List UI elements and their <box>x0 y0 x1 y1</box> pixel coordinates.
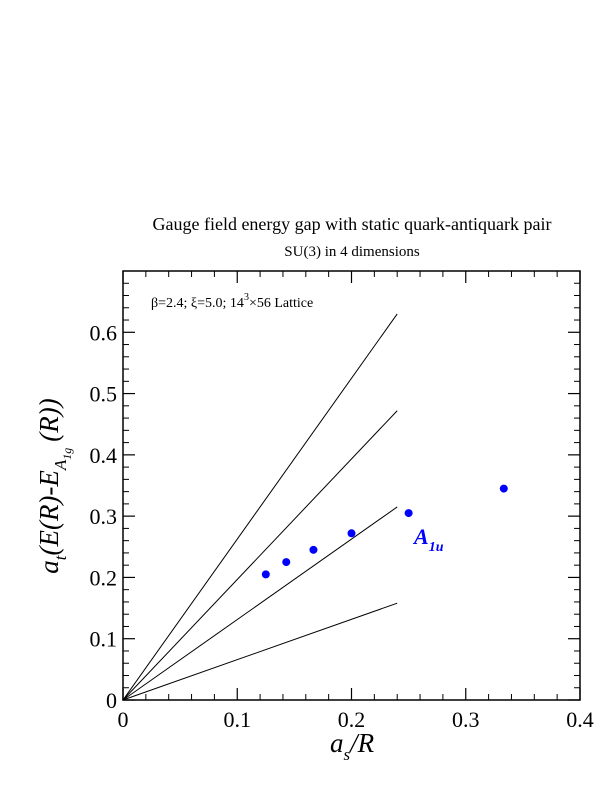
x-axis-label-main: a <box>330 728 344 758</box>
x-tick-label: 0.4 <box>566 707 594 732</box>
x-axis-label-rest: /R <box>348 728 375 758</box>
reference-lines <box>122 313 398 701</box>
y-tick-label: 0.1 <box>90 627 118 652</box>
y-tick-label: 0 <box>106 688 117 713</box>
lattice-annotation: β=2.4; ξ=5.0; 143×56 Lattice <box>151 292 313 311</box>
data-point <box>261 570 270 579</box>
y-axis-label: at(E(R)-EA1g (R)) <box>34 398 74 574</box>
y-axis-label-main: a <box>34 560 64 574</box>
reference-line <box>122 313 398 701</box>
y-tick-label: 0.6 <box>90 320 118 345</box>
y-tick-label: 0.5 <box>90 382 118 407</box>
axis-ticks <box>122 271 581 701</box>
data-point <box>499 484 508 493</box>
axis-tick-labels: 0 0.1 0.2 0.3 0.4 0 0.1 0.2 0.3 0.4 0.5 0.6 <box>90 320 594 732</box>
series-label-sub: 1u <box>429 540 444 555</box>
chart-subtitle: SU(3) in 4 dimensions <box>284 244 420 260</box>
x-tick-label: 0.3 <box>452 707 480 732</box>
data-point <box>347 529 356 538</box>
reference-line <box>122 410 398 701</box>
y-axis-label-sub2: A <box>51 459 70 471</box>
chart-title: Gauge field energy gap with static quark… <box>152 214 551 234</box>
lattice-annotation-sup: 3 <box>244 292 249 303</box>
data-point <box>282 558 291 567</box>
x-axis-label: as/R <box>330 728 375 764</box>
x-tick-label: 0.1 <box>224 707 252 732</box>
y-axis-label-sub: t <box>51 554 70 560</box>
data-point <box>404 509 413 518</box>
reference-line <box>122 602 398 701</box>
y-axis-label-rest: (E(R)-E <box>34 470 64 556</box>
reference-line <box>122 506 398 701</box>
y-axis-label-end: (R)) <box>34 398 64 441</box>
y-tick-label: 0.3 <box>90 504 118 529</box>
series-label-a1u: A1u <box>412 524 444 555</box>
y-tick-label: 0.2 <box>90 565 118 590</box>
y-axis-label-sub3: 1g <box>60 448 74 460</box>
data-point <box>309 545 318 554</box>
lattice-annotation-post: ×56 Lattice <box>249 296 313 311</box>
x-axis-label-sub: s <box>343 745 350 764</box>
plot-frame <box>122 270 581 701</box>
x-tick-label: 0 <box>118 707 129 732</box>
data-series-a1u <box>261 484 508 579</box>
series-label-main: A <box>412 524 429 549</box>
x-tick-label: 0.2 <box>338 707 366 732</box>
y-tick-label: 0.4 <box>90 443 118 468</box>
lattice-annotation-pre: β=2.4; ξ=5.0; 14 <box>151 296 244 311</box>
